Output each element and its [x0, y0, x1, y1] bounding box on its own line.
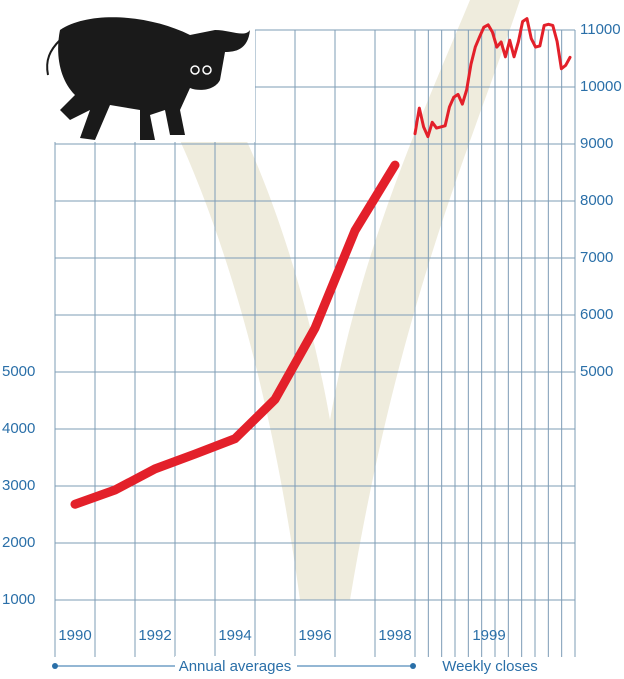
- x-tick-label: 1998: [378, 627, 411, 644]
- y2-tick-label: 6000: [580, 306, 613, 323]
- y2-tick-label: 9000: [580, 135, 613, 152]
- chart: 1000 2000 3000 4000 5000 1990 1992 1994 1996 1998…: [0, 0, 624, 679]
- y2-tick-label: 7000: [580, 249, 613, 266]
- y-tick-label: 2000: [2, 534, 35, 551]
- footer-dot: [410, 663, 416, 669]
- y-tick-label: 5000: [2, 363, 35, 380]
- x-tick-label: 1990: [58, 627, 91, 644]
- x-tick-label: 1994: [218, 627, 251, 644]
- y2-tick-label: 8000: [580, 192, 613, 209]
- legend-label: Weekly closes: [442, 658, 538, 675]
- x-tick-label: 1999: [472, 627, 505, 644]
- x-tick-label: 1992: [138, 627, 171, 644]
- y2-tick-label: 11000: [580, 21, 621, 38]
- footer-dot: [52, 663, 58, 669]
- footer: Annual averages Weekly closes: [52, 656, 538, 676]
- x-tick-label: 1996: [298, 627, 331, 644]
- y-tick-label: 3000: [2, 477, 35, 494]
- y-tick-label: 4000: [2, 420, 35, 437]
- legend-label: Annual averages: [179, 658, 292, 675]
- y2-tick-label: 10000: [580, 78, 622, 95]
- y-tick-label: 1000: [2, 591, 35, 608]
- y2-tick-label: 5000: [580, 363, 613, 380]
